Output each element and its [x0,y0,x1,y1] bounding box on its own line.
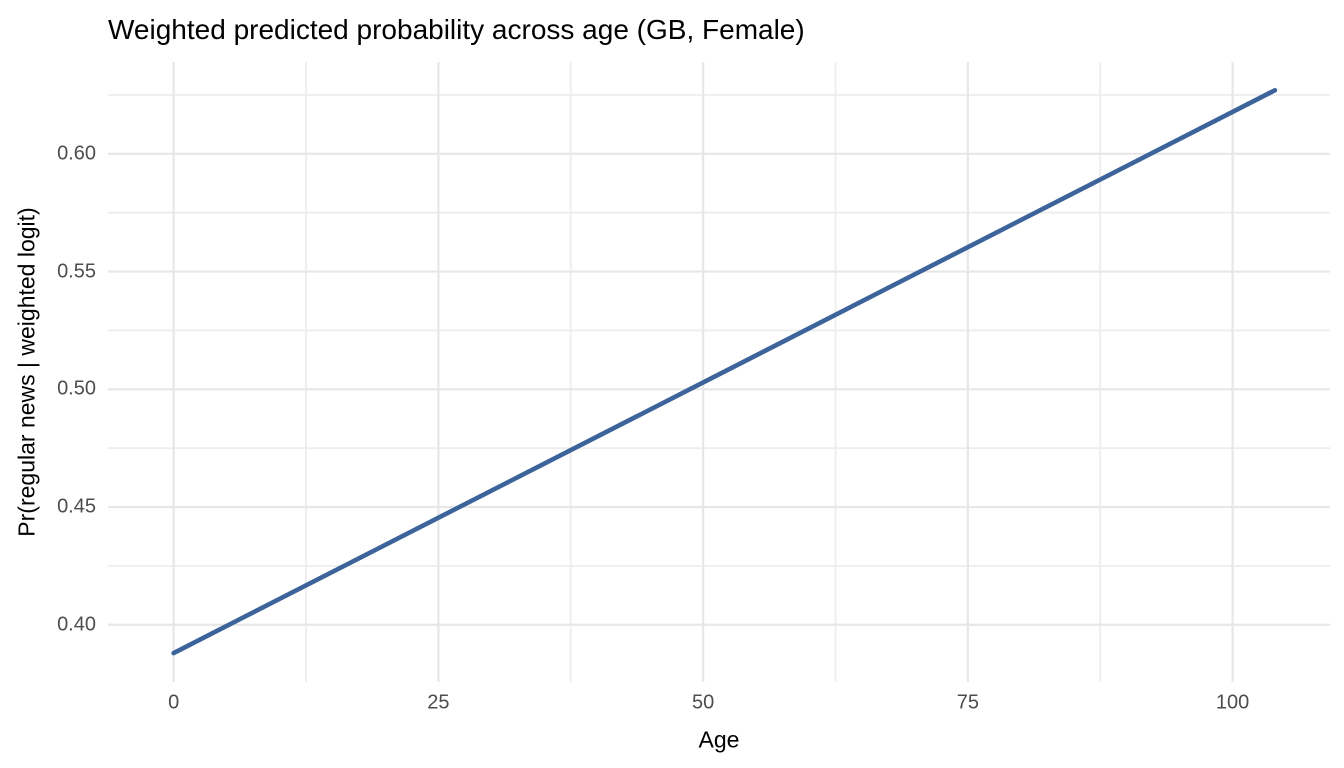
series-line-weighted-predicted-probability [171,87,1278,656]
x-axis-title: Age [698,726,740,753]
y-axis-title: Pr(regular news | weighted logit) [13,207,40,537]
y-tick-label: 0.40 [57,613,96,636]
x-tick-label: 0 [168,691,180,714]
y-tick-label: 0.55 [57,260,96,283]
y-tick-label: 0.45 [57,495,96,518]
y-tick-label: 0.50 [57,377,96,400]
x-tick-label: 75 [956,691,979,714]
x-tick-label: 25 [427,691,450,714]
chart-title: Weighted predicted probability across ag… [108,14,805,45]
x-tick-label: 50 [691,691,715,714]
x-tick-label: 100 [1215,691,1250,714]
y-tick-label: 0.60 [57,142,96,165]
